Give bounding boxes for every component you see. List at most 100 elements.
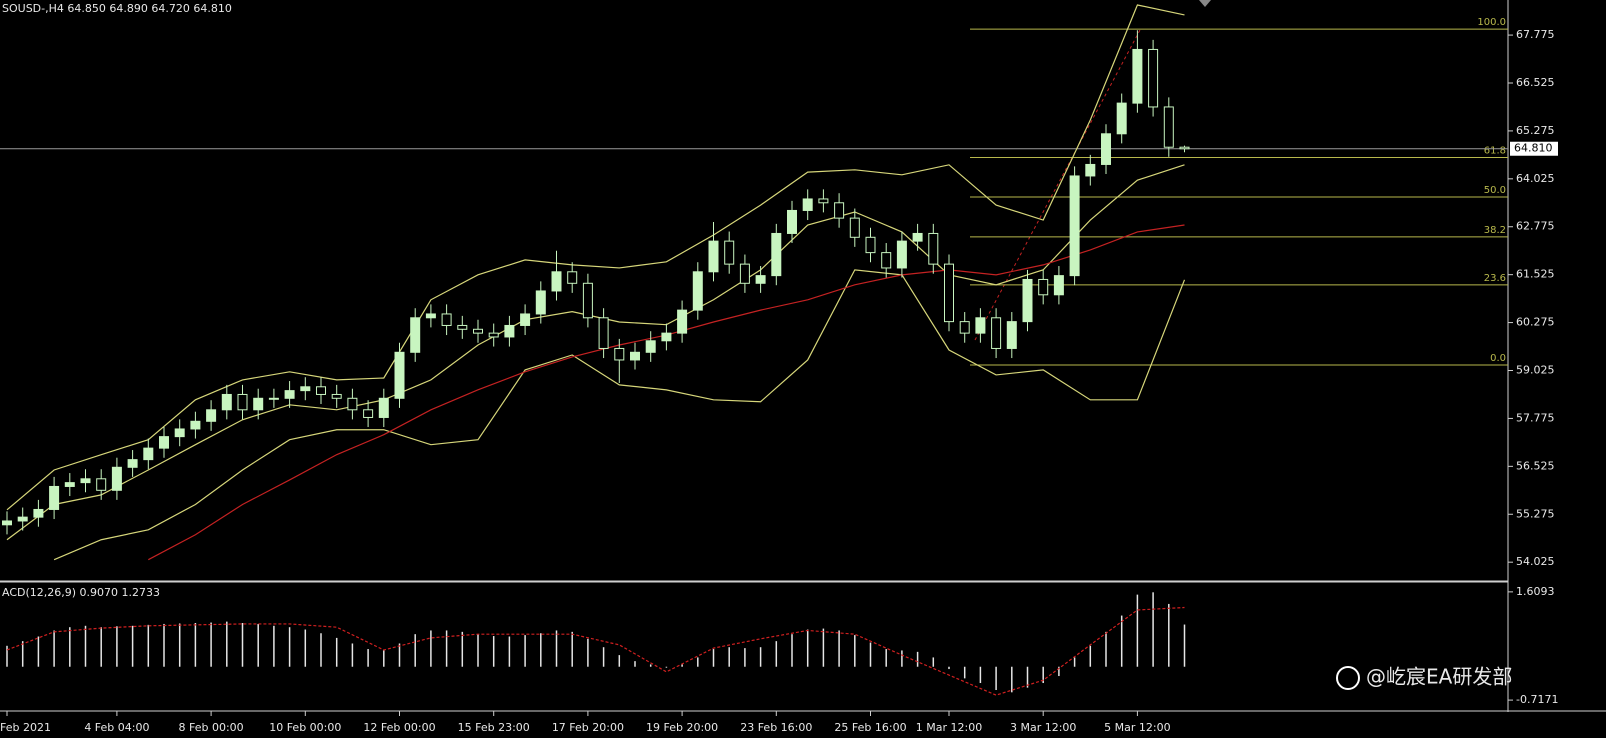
candle-body	[598, 317, 609, 349]
candle-body	[143, 447, 154, 461]
candle-body	[630, 351, 640, 361]
candle-body	[300, 386, 311, 392]
candle-body	[1006, 321, 1017, 349]
candle-body	[692, 271, 703, 311]
candle-body	[190, 420, 201, 430]
y-tick-label: 62.775	[1516, 220, 1555, 233]
candle-body	[520, 313, 531, 326]
x-tick-label: 23 Feb 16:00	[740, 721, 812, 734]
candle-body	[80, 478, 91, 484]
candle-body	[378, 397, 389, 418]
fib-label: 50.0	[1484, 185, 1506, 196]
x-tick-label: 4 Feb 04:00	[84, 721, 149, 734]
watermark: @屹宸EA研发部	[1366, 665, 1512, 689]
candle-body	[206, 409, 217, 422]
candle-body	[1148, 48, 1159, 108]
candle-body	[425, 313, 436, 319]
candle-body	[1163, 106, 1174, 148]
marker	[1199, 0, 1211, 7]
candle-body	[802, 198, 813, 211]
y-tick-label: 55.275	[1516, 507, 1555, 520]
y-tick-label: 56.525	[1516, 459, 1555, 472]
y-tick-label: 54.025	[1516, 555, 1555, 568]
candle-body	[535, 290, 546, 315]
candle-body	[331, 393, 342, 399]
candle-body	[928, 232, 939, 265]
x-tick-label: 5 Mar 12:00	[1104, 721, 1170, 734]
candle-body	[347, 397, 358, 411]
candle-body	[739, 263, 750, 284]
candle-body	[834, 202, 845, 219]
candle-body	[504, 324, 515, 338]
candle-body	[111, 466, 122, 491]
y-tick-label: 61.525	[1516, 268, 1555, 281]
candle-body	[96, 478, 107, 491]
candle-body	[473, 328, 483, 334]
candle-body	[441, 313, 452, 326]
candle-body	[677, 309, 688, 334]
candle-body	[755, 275, 766, 284]
y-tick-label: 59.025	[1516, 364, 1555, 377]
candle-body	[253, 397, 264, 411]
candle-body	[1132, 48, 1143, 104]
candle-body	[787, 209, 797, 234]
candle-body	[237, 393, 248, 411]
fib-trendline	[974, 29, 1141, 341]
candle-body	[661, 332, 672, 342]
x-tick-label: 1 Mar 12:00	[916, 721, 982, 734]
x-tick-label: 10 Feb 00:00	[269, 721, 341, 734]
indicator-line	[6, 4, 1185, 511]
candle-body	[127, 459, 138, 468]
candle-body	[316, 386, 326, 395]
fib-label: 23.6	[1484, 273, 1506, 284]
y-tick-label: 66.525	[1516, 76, 1555, 89]
candle-body	[991, 317, 1002, 349]
x-tick-label: 15 Feb 23:00	[458, 721, 530, 734]
candle-body	[849, 217, 860, 238]
macd-title: ACD(12,26,9) 0.9070 1.2733	[2, 586, 160, 599]
fib-label: 61.8	[1484, 146, 1506, 157]
fib-label: 0.0	[1490, 353, 1506, 364]
x-tick-label: 19 Feb 20:00	[646, 721, 718, 734]
candle-body	[551, 271, 562, 292]
candle-body	[1116, 102, 1127, 135]
candle-body	[959, 321, 970, 334]
y-tick-label: 64.025	[1516, 172, 1555, 185]
candle-body	[33, 508, 44, 518]
x-tick-label: 17 Feb 20:00	[552, 721, 624, 734]
candle-body	[457, 324, 468, 330]
y-tick-label: 67.775	[1516, 28, 1555, 41]
candle-body	[174, 428, 185, 438]
current-price-box	[1510, 141, 1558, 156]
candle-body	[17, 516, 28, 522]
candle-body	[221, 393, 232, 411]
y-tick-label: 57.775	[1516, 411, 1555, 424]
candle-body	[1022, 278, 1033, 323]
candle-body	[363, 409, 374, 418]
x-tick-label: 12 Feb 00:00	[363, 721, 435, 734]
candle-body	[64, 482, 75, 487]
candle-body	[1053, 275, 1064, 296]
y-tick-label: -0.7171	[1516, 693, 1558, 706]
candle-body	[1179, 146, 1190, 150]
candle-body	[1038, 278, 1049, 296]
chart-title: SOUSD-,H4 64.850 64.890 64.720 64.810	[2, 2, 232, 15]
fib-label: 38.2	[1484, 225, 1506, 236]
candle-body	[818, 198, 829, 204]
candle-body	[896, 240, 907, 269]
candle-body	[582, 282, 593, 319]
candle-body	[865, 236, 876, 254]
candle-body	[1101, 133, 1111, 165]
candle-body	[410, 317, 421, 353]
candle-body	[394, 351, 405, 399]
candle-body	[284, 390, 295, 399]
watermark-icon	[1336, 666, 1360, 690]
candle-body	[614, 347, 625, 361]
indicator-line	[6, 164, 1185, 541]
candle-body	[488, 332, 499, 338]
candle-body	[268, 397, 279, 400]
candle-body	[944, 263, 954, 323]
current-price-label: 64.810	[1514, 142, 1553, 155]
candle-body	[912, 232, 923, 242]
